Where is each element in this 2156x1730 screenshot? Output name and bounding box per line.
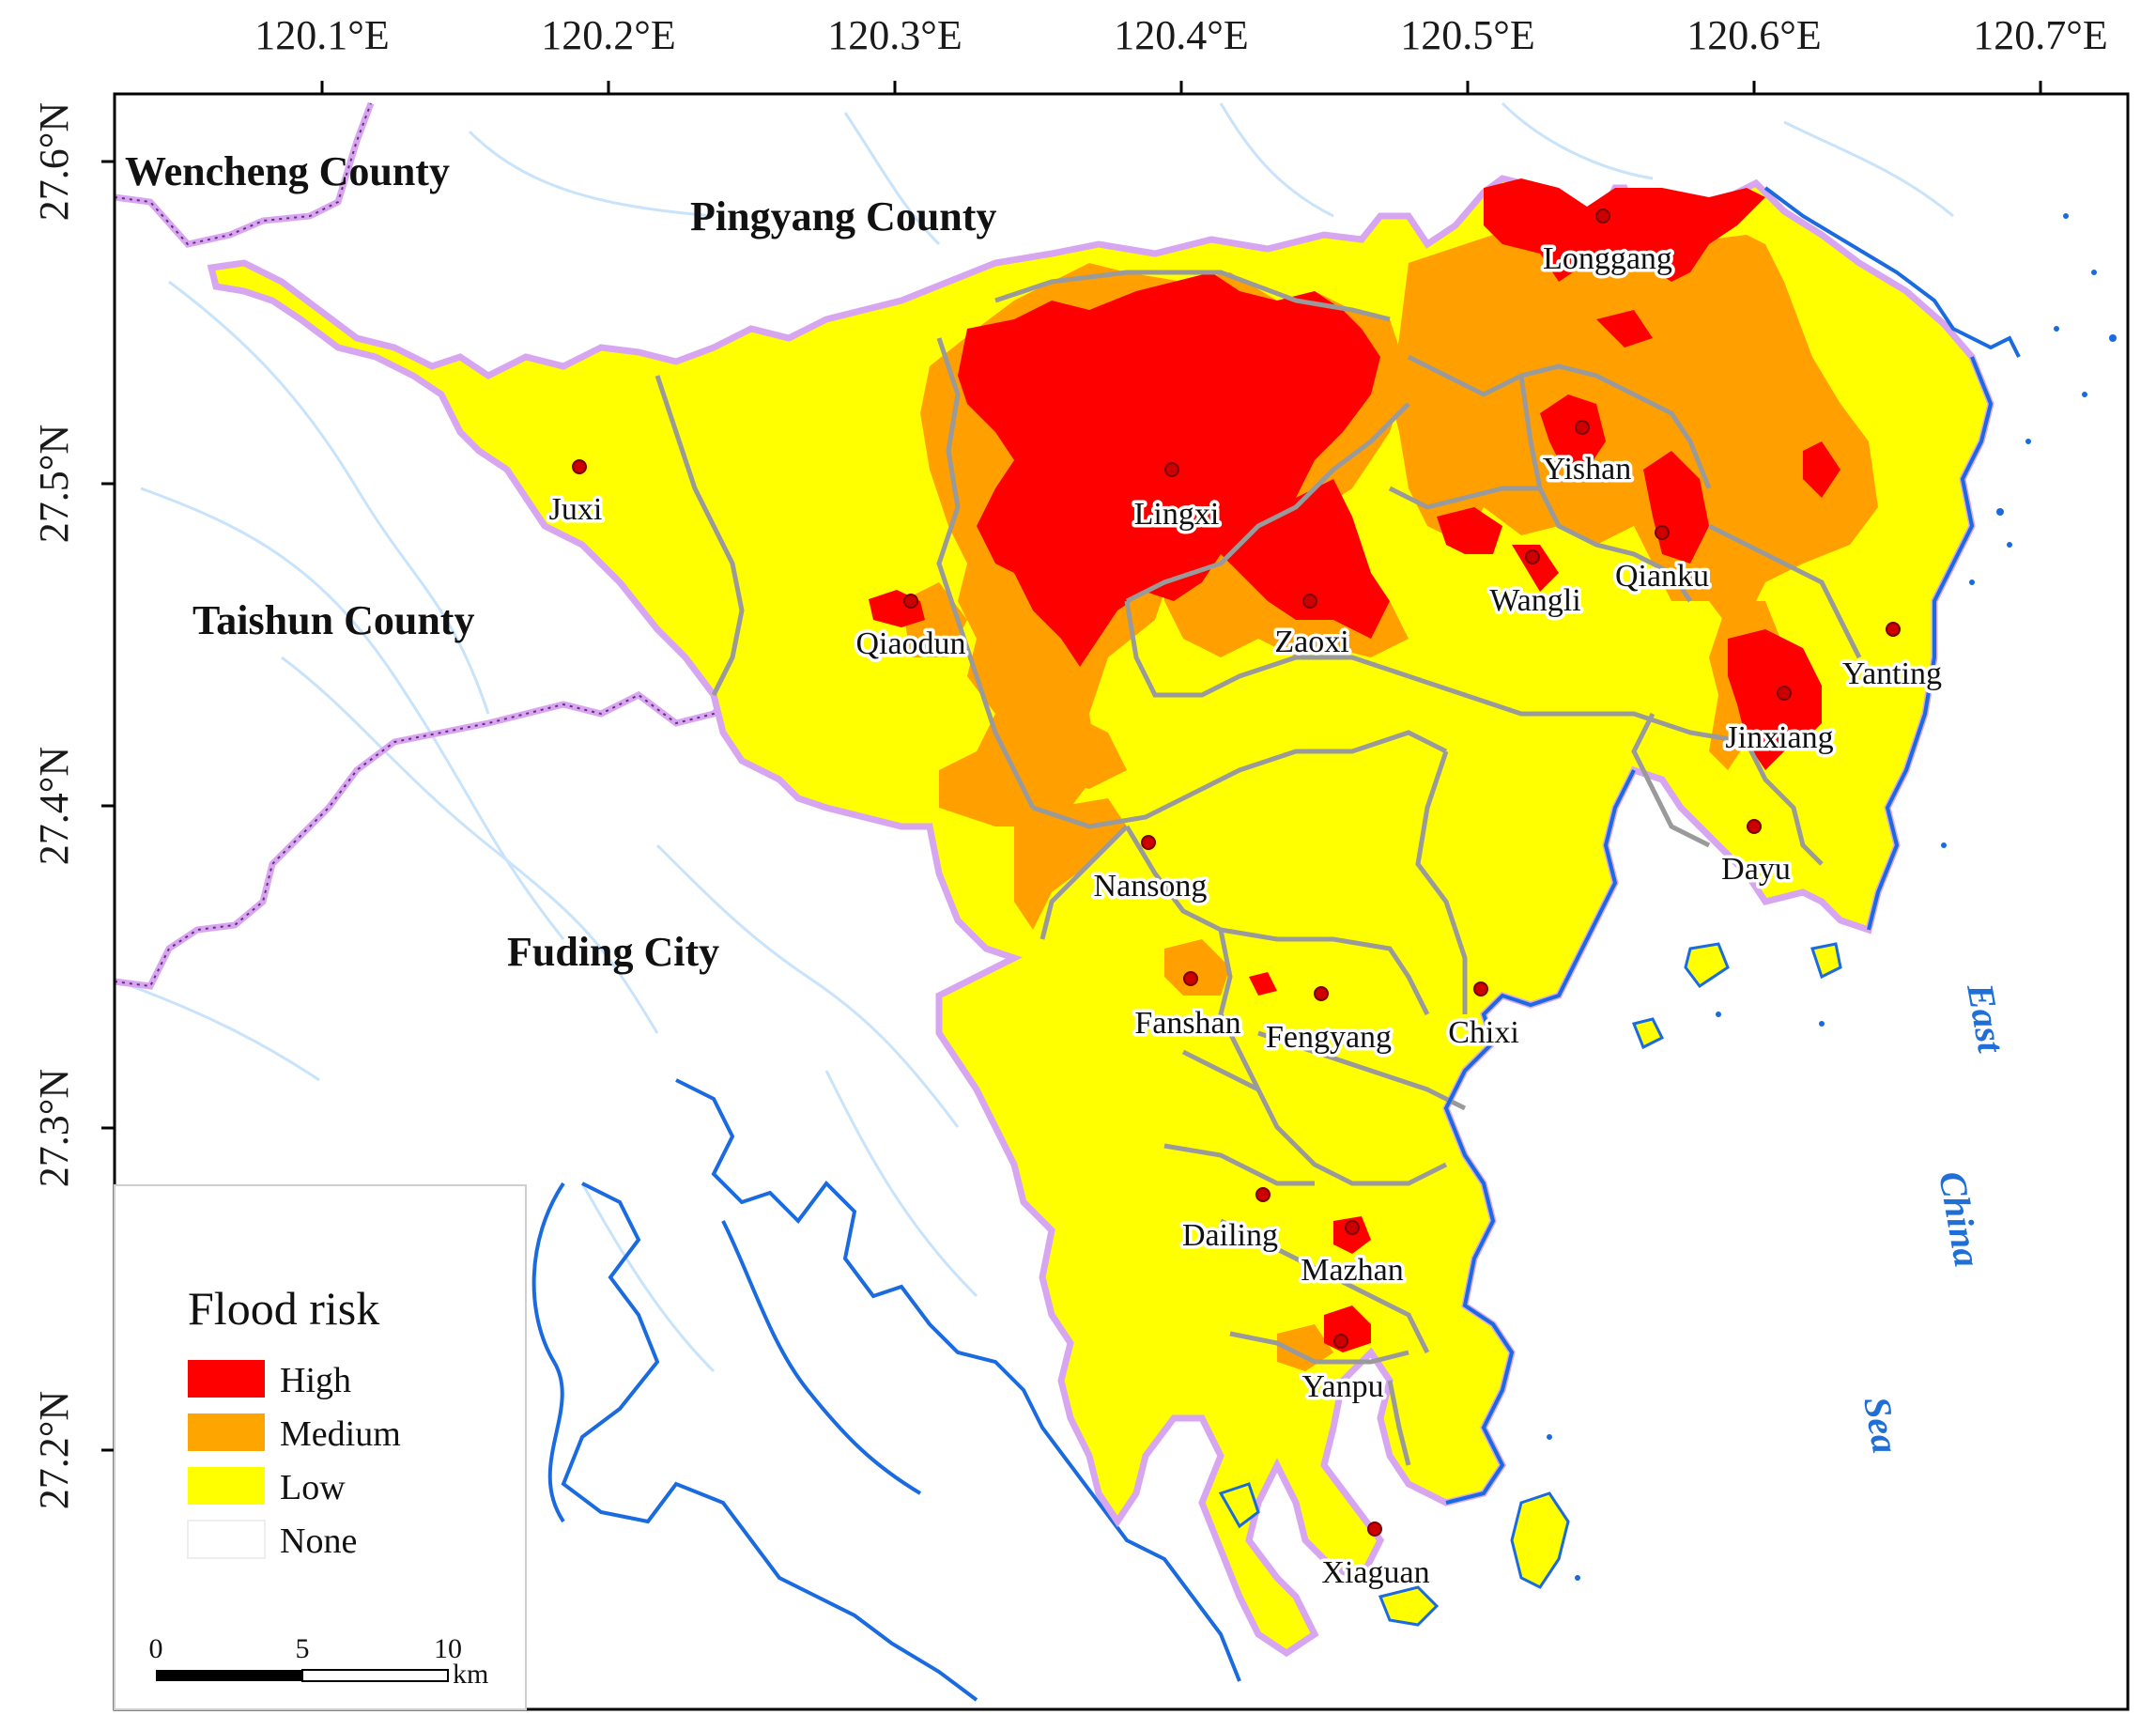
town-marker xyxy=(572,459,587,474)
lat-tick-label: 27.5°N xyxy=(31,425,77,543)
town-marker xyxy=(1302,594,1317,609)
town-label: Zaoxi xyxy=(1274,625,1348,659)
high-yishan xyxy=(1540,394,1606,470)
town-label: Lingxi xyxy=(1134,497,1220,532)
scale-label-5: 5 xyxy=(296,1633,310,1664)
map-frame xyxy=(113,92,2130,1711)
coastline-east xyxy=(1763,186,2021,931)
legend-label-high: High xyxy=(280,1361,351,1400)
town-label: Nansong xyxy=(1094,869,1208,904)
town-marker xyxy=(903,594,918,609)
lon-tick-label: 120.5°E xyxy=(1400,12,1534,58)
neighbor-label-taishun: Taishun County xyxy=(192,597,474,643)
town-marker xyxy=(1183,971,1198,986)
neighbor-label-pingyang: Pingyang County xyxy=(690,193,996,239)
town-marker xyxy=(1747,819,1762,834)
town-label: Wangli xyxy=(1489,583,1580,618)
longitude-labels: 120.1°E 120.2°E 120.3°E 120.4°E 120.5°E … xyxy=(254,12,2107,58)
legend-swatch-high xyxy=(188,1360,265,1398)
town-marker xyxy=(1255,1187,1270,1202)
legend-swatch-none xyxy=(187,1520,266,1559)
town-label: Yishan xyxy=(1543,452,1631,487)
legend-label-medium: Medium xyxy=(280,1414,401,1454)
sea-label-word: Sea xyxy=(1856,1394,1907,1457)
island-large-south xyxy=(1510,1491,1570,1589)
town-label: Chixi xyxy=(1448,1015,1519,1050)
neighbor-label-fuding: Fuding City xyxy=(507,929,719,975)
coastline-south xyxy=(1443,769,1636,1505)
town-label: Dayu xyxy=(1721,852,1791,887)
town-marker xyxy=(1575,420,1590,435)
legend-label-low: Low xyxy=(280,1468,346,1507)
county-boundary-west xyxy=(115,690,735,990)
high-jinxiang xyxy=(1728,629,1822,770)
town-marker xyxy=(1525,549,1540,564)
legend-box xyxy=(114,1184,527,1710)
lon-tick-label: 120.1°E xyxy=(254,12,389,58)
town-label: Xiaguan xyxy=(1321,1555,1429,1590)
legend-title: Flood risk xyxy=(188,1282,379,1335)
town-label: Jinxiang xyxy=(1725,720,1833,755)
lon-tick-label: 120.2°E xyxy=(541,12,675,58)
town-marker xyxy=(1886,622,1901,637)
high-wangli xyxy=(1437,507,1502,554)
islands xyxy=(1218,942,1842,1627)
neighbor-label-wencheng: Wencheng County xyxy=(125,148,450,194)
small-sea-islets xyxy=(1547,213,2117,1581)
legend: Flood risk High Medium Low None 0 5 10 k… xyxy=(114,1184,527,1710)
scale-bar: 0 5 10 km xyxy=(149,1633,489,1690)
town-marker xyxy=(1164,462,1179,477)
town-marker xyxy=(1345,1220,1360,1235)
town-label: Juxi xyxy=(549,492,603,527)
scale-unit: km xyxy=(453,1659,488,1690)
town-label: Longgang xyxy=(1543,241,1672,276)
lat-tick-label: 27.4°N xyxy=(31,747,77,865)
provincial-boundary-inner xyxy=(115,102,372,246)
town-marker xyxy=(1595,209,1610,224)
lon-tick-label: 120.6°E xyxy=(1686,12,1821,58)
fuding-inner-channel xyxy=(531,1182,565,1523)
legend-label-none: None xyxy=(280,1521,357,1561)
scale-label-0: 0 xyxy=(149,1633,163,1664)
town-label: Fengyang xyxy=(1266,1020,1392,1055)
town-marker xyxy=(1367,1521,1382,1537)
legend-swatch-medium xyxy=(188,1413,265,1451)
township-boundaries xyxy=(654,270,1862,1466)
town-marker xyxy=(1141,835,1156,850)
lon-tick-label: 120.4°E xyxy=(1114,12,1248,58)
town-marker xyxy=(1777,686,1792,701)
town-marker xyxy=(1333,1334,1348,1349)
town-markers xyxy=(572,209,1901,1537)
town-marker xyxy=(1314,986,1329,1001)
island-chixi xyxy=(1684,942,1730,989)
graticule-ticks xyxy=(101,81,2042,1452)
town-marker xyxy=(1655,525,1670,540)
lon-tick-label: 120.3°E xyxy=(827,12,962,58)
town-label: Qiaodun xyxy=(855,626,965,661)
town-labels: Longgang Yishan Lingxi Juxi Qianku Wangl… xyxy=(546,239,1945,1594)
lat-tick-label: 27.6°N xyxy=(31,102,77,221)
fuding-estuary xyxy=(561,1078,1241,1702)
high-longgang xyxy=(1484,178,1765,282)
town-label: Yanting xyxy=(1842,656,1942,691)
lat-tick-label: 27.3°N xyxy=(31,1069,77,1187)
town-label: Yanpu xyxy=(1301,1369,1383,1404)
lon-tick-label: 120.7°E xyxy=(1973,12,2107,58)
lat-tick-label: 27.2°N xyxy=(31,1391,77,1509)
town-label: Fanshan xyxy=(1134,1006,1240,1041)
town-marker xyxy=(1473,981,1488,996)
town-label: Qianku xyxy=(1615,559,1709,594)
latitude-labels: 27.6°N 27.5°N 27.4°N 27.3°N 27.2°N xyxy=(31,102,77,1509)
town-label: Mazhan xyxy=(1301,1253,1404,1288)
town-label: Dailing xyxy=(1182,1218,1278,1253)
legend-swatch-low xyxy=(188,1467,265,1505)
scale-label-10: 10 xyxy=(434,1633,462,1664)
